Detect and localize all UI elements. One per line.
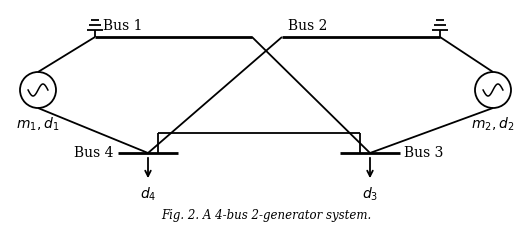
- Text: Bus 4: Bus 4: [74, 146, 114, 160]
- Text: Bus 1: Bus 1: [103, 19, 143, 33]
- Text: $d_4$: $d_4$: [140, 186, 156, 204]
- Text: $m_2, d_2$: $m_2, d_2$: [471, 116, 514, 133]
- Text: Fig. 2. A 4-bus 2-generator system.: Fig. 2. A 4-bus 2-generator system.: [161, 209, 371, 222]
- Text: Bus 3: Bus 3: [404, 146, 443, 160]
- Text: Bus 2: Bus 2: [288, 19, 327, 33]
- Text: $m_1, d_1$: $m_1, d_1$: [16, 116, 60, 133]
- Text: $d_3$: $d_3$: [362, 186, 378, 204]
